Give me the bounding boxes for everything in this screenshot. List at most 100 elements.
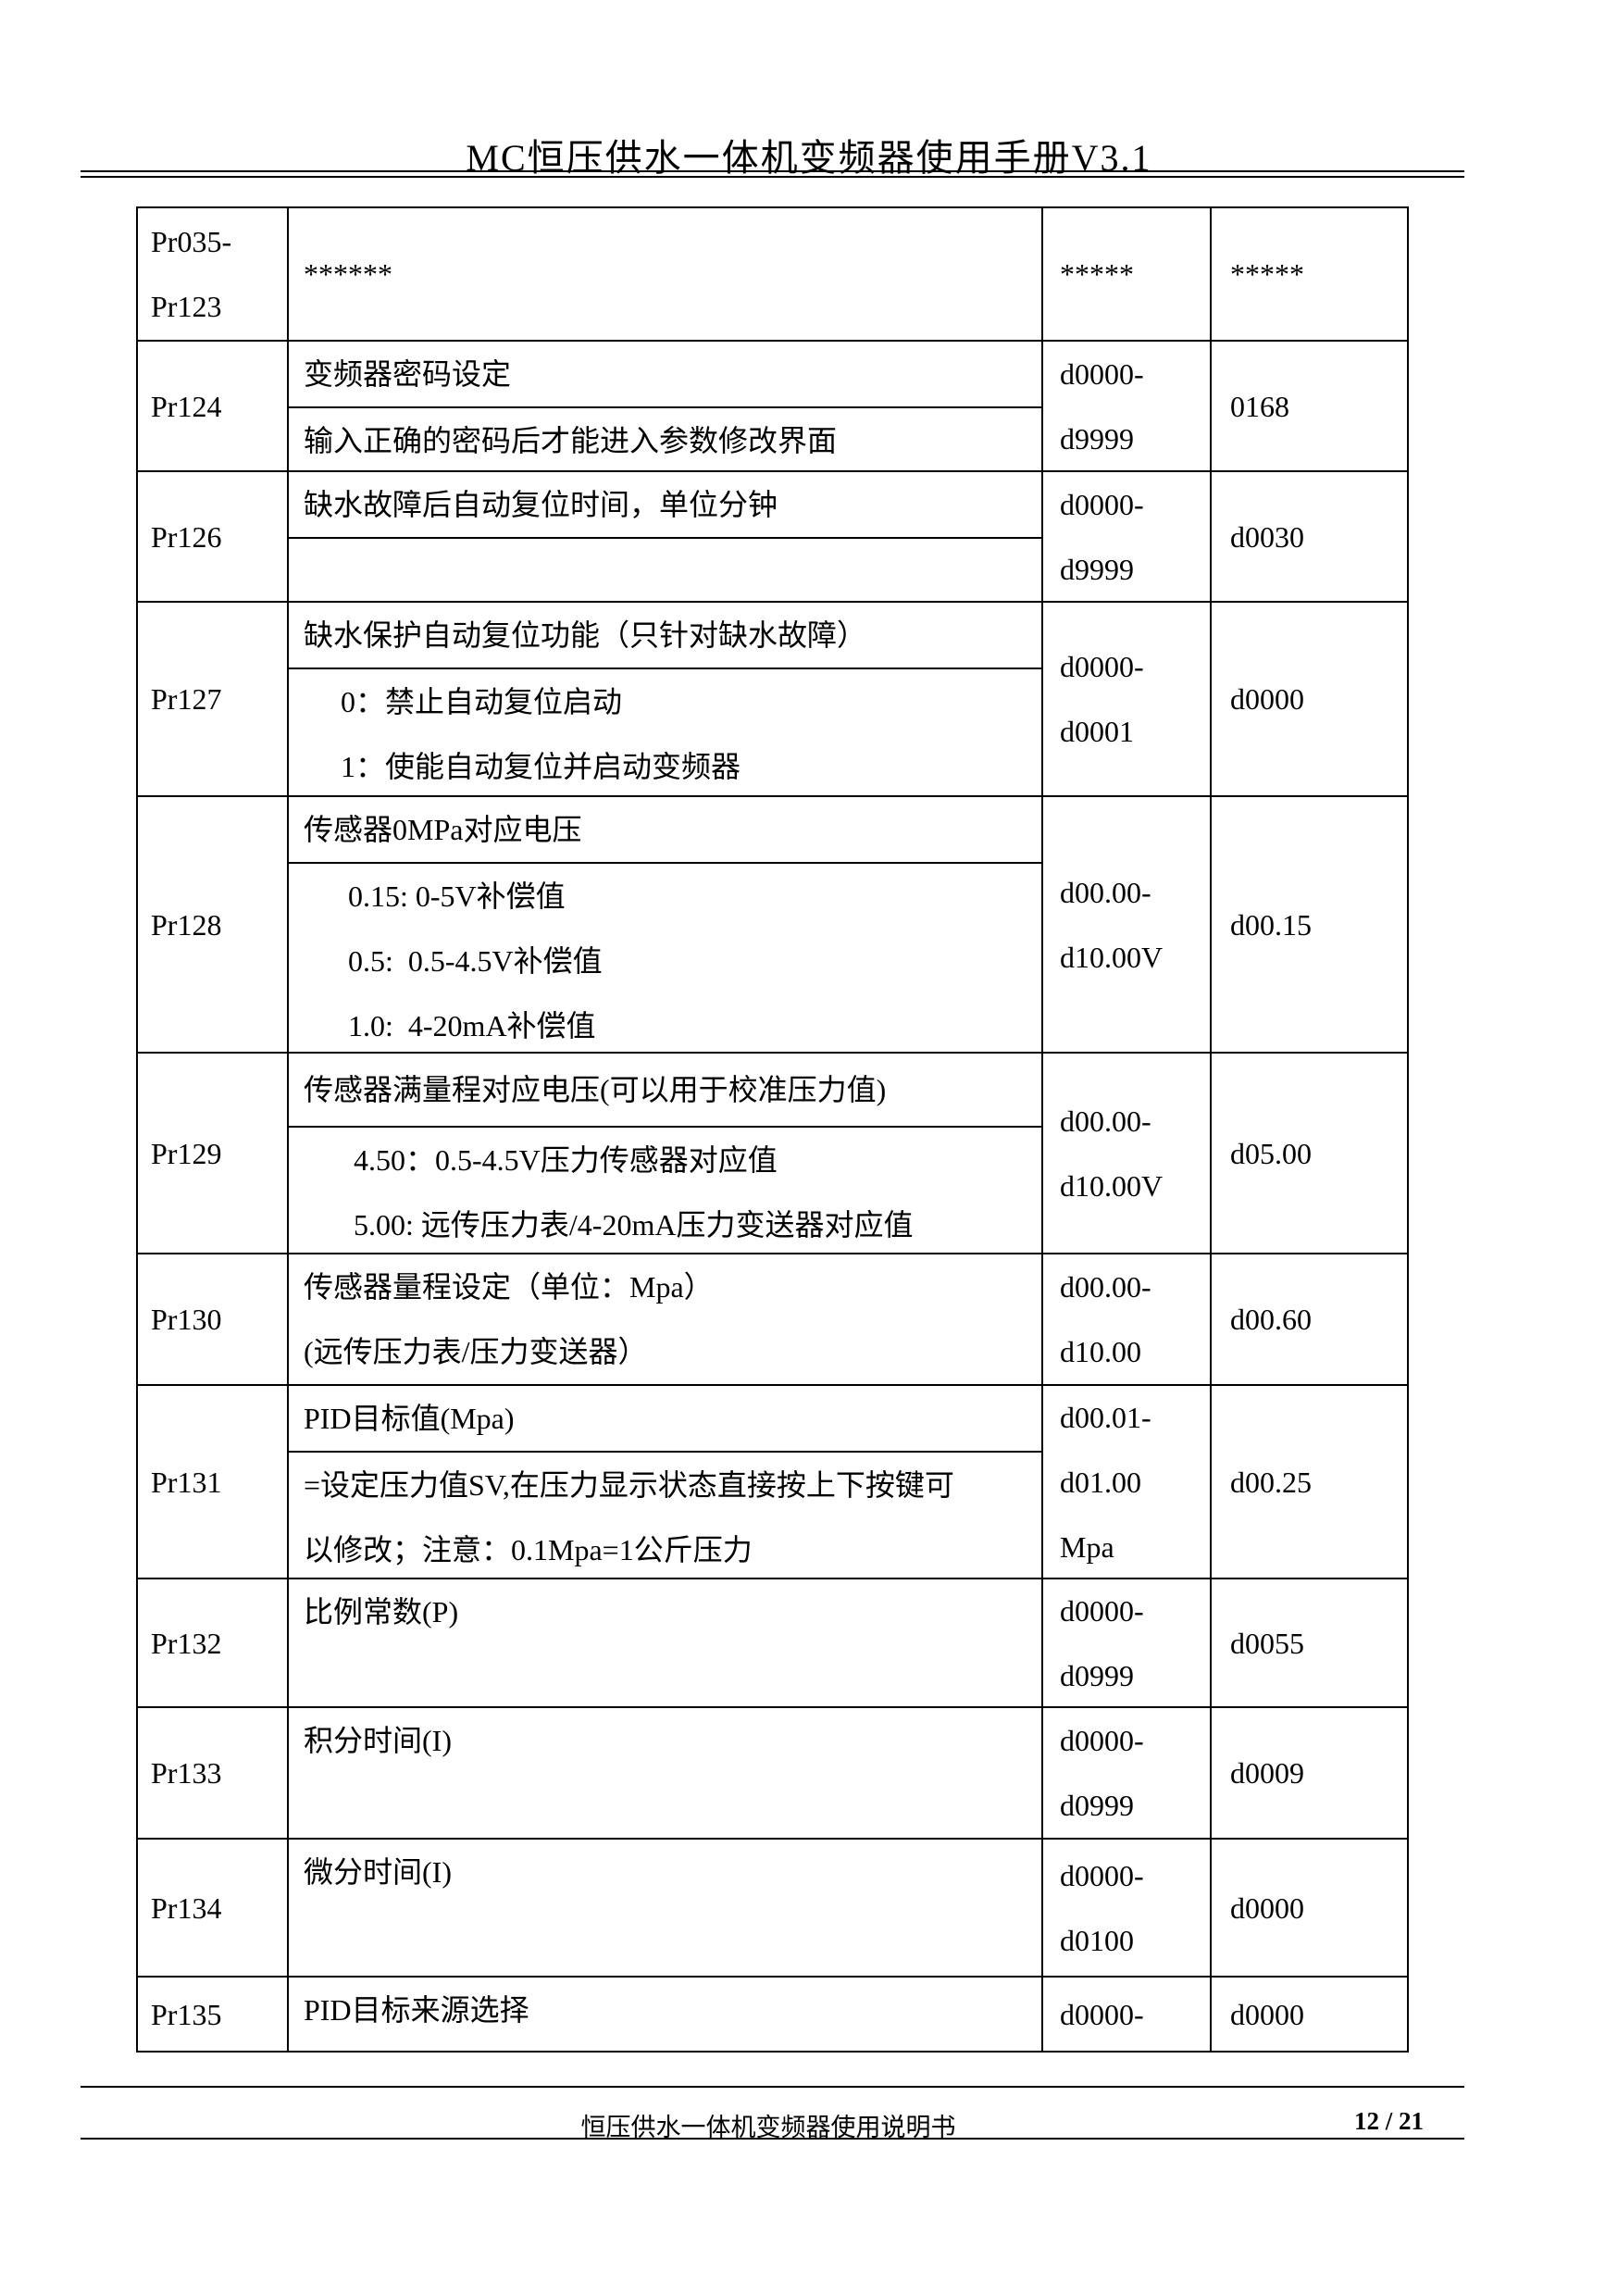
param-id: Pr126	[151, 519, 222, 554]
range-text: d0000-	[1060, 1997, 1144, 2031]
range-text: d0000-	[1060, 1858, 1144, 1892]
default-value: d0000	[1230, 1997, 1304, 2031]
range-text: d9999	[1060, 421, 1134, 455]
table-row: Pr035- Pr123 ****** ***** *****	[138, 208, 1409, 342]
desc-text: 比例常数(P)	[304, 1595, 459, 1628]
default-cell: d00.60	[1212, 1254, 1409, 1384]
range-text: d0100	[1060, 1923, 1134, 1957]
default-cell: d0030	[1212, 472, 1409, 601]
desc-text: =设定压力值SV,在压力显示状态直接按上下按键可	[304, 1468, 954, 1502]
desc-cell: 变频器密码设定输入正确的密码后才能进入参数修改界面	[289, 342, 1043, 470]
desc-text: (远传压力表/压力变送器）	[304, 1335, 648, 1368]
param-cell: Pr126	[138, 472, 289, 601]
param-id: Pr124	[151, 389, 222, 423]
desc-text: 输入正确的密码后才能进入参数修改界面	[304, 424, 838, 457]
param-id: Pr128	[151, 907, 222, 942]
range-cell: d0000- d0999	[1043, 1708, 1212, 1838]
desc-cell: 积分时间(I)	[289, 1708, 1043, 1838]
desc-text: 传感器量程设定（单位：Mpa）	[304, 1270, 714, 1304]
table-row: Pr129 传感器满量程对应电压(可以用于校准压力值) 4.50：0.5-4.5V压…	[138, 1054, 1409, 1254]
param-id: Pr134	[151, 1890, 222, 1925]
param-id: Pr135	[151, 1997, 222, 2031]
desc-subcell: 变频器密码设定	[289, 342, 1041, 406]
desc-subcell: 缺水保护自动复位功能（只针对缺水故障）	[289, 603, 1041, 668]
table-row: Pr127 缺水保护自动复位功能（只针对缺水故障） 0：禁止自动复位启动 1：使能自动…	[138, 603, 1409, 797]
range-cell: d0000- d9999	[1043, 472, 1212, 601]
range-text: d0000-	[1060, 1593, 1144, 1628]
param-cell: Pr132	[138, 1579, 289, 1706]
default-cell: d00.25	[1212, 1386, 1409, 1578]
param-cell: Pr128	[138, 797, 289, 1052]
desc-text: 缺水保护自动复位功能（只针对缺水故障）	[304, 618, 867, 652]
default-cell: d0009	[1212, 1708, 1409, 1838]
desc-text: PID目标值(Mpa)	[304, 1402, 515, 1435]
default-cell: d0055	[1212, 1579, 1409, 1706]
default-value: d0009	[1230, 1756, 1304, 1790]
default-value: *****	[1230, 257, 1304, 291]
desc-text: 5.00: 远传压力表/4-20mA压力变送器对应值	[354, 1208, 914, 1242]
desc-text: 积分时间(I)	[304, 1724, 452, 1757]
table-row: Pr135 PID目标来源选择 d0000- d0000	[138, 1978, 1409, 2053]
range-cell: d0000- d9999	[1043, 342, 1212, 470]
table-row: Pr124 变频器密码设定输入正确的密码后才能进入参数修改界面 d0000- d999…	[138, 342, 1409, 472]
page-number: 12 / 21	[1353, 2107, 1424, 2135]
default-value: 0168	[1230, 389, 1289, 423]
desc-text: PID目标来源选择	[304, 1993, 529, 2027]
range-text: d0999	[1060, 1658, 1134, 1692]
range-text: *****	[1060, 257, 1134, 291]
table-row: Pr134 微分时间(I) d0000- d0100 d0000	[138, 1840, 1409, 1978]
desc-text: 变频器密码设定	[304, 357, 512, 391]
range-cell: d0000- d0999	[1043, 1579, 1212, 1706]
range-cell: d00.01- d01.00 Mpa	[1043, 1386, 1212, 1578]
param-cell: Pr127	[138, 603, 289, 795]
table-row: Pr130 传感器量程设定（单位：Mpa） (远传压力表/压力变送器） d00.00-…	[138, 1254, 1409, 1386]
param-id: Pr129	[151, 1136, 222, 1170]
desc-cell: PID目标值(Mpa) =设定压力值SV,在压力显示状态直接按上下按键可 以修改；注…	[289, 1386, 1043, 1578]
table-row: Pr133 积分时间(I) d0000- d0999 d0009	[138, 1708, 1409, 1840]
param-cell: Pr130	[138, 1254, 289, 1384]
range-text: d00.00-	[1060, 875, 1151, 909]
param-id: Pr130	[151, 1303, 222, 1336]
parameter-table: Pr035- Pr123 ****** ***** ***** Pr124 变频器密码设定输…	[136, 206, 1409, 2053]
table-row: Pr128 传感器0MPa对应电压 0.15: 0-5V补偿值 0.5: 0.5-4.…	[138, 797, 1409, 1054]
desc-subcell: 比例常数(P)	[289, 1579, 1041, 1706]
range-text: d00.01-	[1060, 1400, 1151, 1434]
desc-cell: 传感器量程设定（单位：Mpa） (远传压力表/压力变送器）	[289, 1254, 1043, 1384]
default-cell: d00.15	[1212, 797, 1409, 1052]
footer-rule	[81, 2086, 1464, 2088]
desc-subcell: =设定压力值SV,在压力显示状态直接按上下按键可 以修改；注意：0.1Mpa=1公…	[289, 1451, 1041, 1582]
default-value: d0030	[1230, 519, 1304, 554]
desc-subcell: 0.15: 0-5V补偿值 0.5: 0.5-4.5V补偿值 1.0: 4-20mA…	[289, 862, 1041, 1058]
desc-subcell: PID目标来源选择	[289, 1978, 1041, 2051]
default-cell: *****	[1212, 208, 1409, 340]
desc-text: 0.5: 0.5-4.5V补偿值	[348, 944, 603, 978]
range-cell: d00.00- d10.00V	[1043, 797, 1212, 1052]
range-text: d0001	[1060, 715, 1134, 748]
desc-subcell: 4.50：0.5-4.5V压力传感器对应值 5.00: 远传压力表/4-20mA压…	[289, 1126, 1041, 1257]
desc-text: 缺水故障后自动复位时间，单位分钟	[304, 488, 778, 521]
range-text: d0000-	[1060, 1724, 1144, 1757]
table-row: Pr126 缺水故障后自动复位时间，单位分钟 d0000- d9999 d0030	[138, 472, 1409, 603]
param-cell: Pr135	[138, 1978, 289, 2051]
default-value: d0000	[1230, 1890, 1304, 1925]
range-text: d0000-	[1060, 356, 1144, 391]
footer-text: 恒压供水一体机变频器使用说明书	[580, 2114, 956, 2141]
range-cell: d0000-	[1043, 1978, 1212, 2051]
default-cell: d0000	[1212, 603, 1409, 795]
desc-cell: 传感器0MPa对应电压 0.15: 0-5V补偿值 0.5: 0.5-4.5V补偿值…	[289, 797, 1043, 1052]
default-value: d00.15	[1230, 907, 1312, 942]
desc-subcell: ******	[289, 208, 1041, 340]
range-cell: *****	[1043, 208, 1212, 340]
header-title: MC恒压供水一体机变频器使用手册V3.1	[466, 137, 1152, 179]
desc-subcell: 传感器量程设定（单位：Mpa） (远传压力表/压力变送器）	[289, 1254, 1041, 1384]
default-cell: d05.00	[1212, 1054, 1409, 1253]
desc-text: 传感器满量程对应电压(可以用于校准压力值)	[304, 1073, 887, 1106]
range-text: d00.00-	[1060, 1104, 1151, 1138]
desc-text: ******	[304, 257, 392, 291]
desc-subcell: 传感器满量程对应电压(可以用于校准压力值)	[289, 1054, 1041, 1126]
default-value: d05.00	[1230, 1136, 1312, 1170]
default-cell: d0000	[1212, 1978, 1409, 2051]
desc-text: 0：禁止自动复位启动	[341, 685, 623, 718]
desc-cell: 微分时间(I)	[289, 1840, 1043, 1976]
param-id: Pr127	[151, 682, 222, 716]
